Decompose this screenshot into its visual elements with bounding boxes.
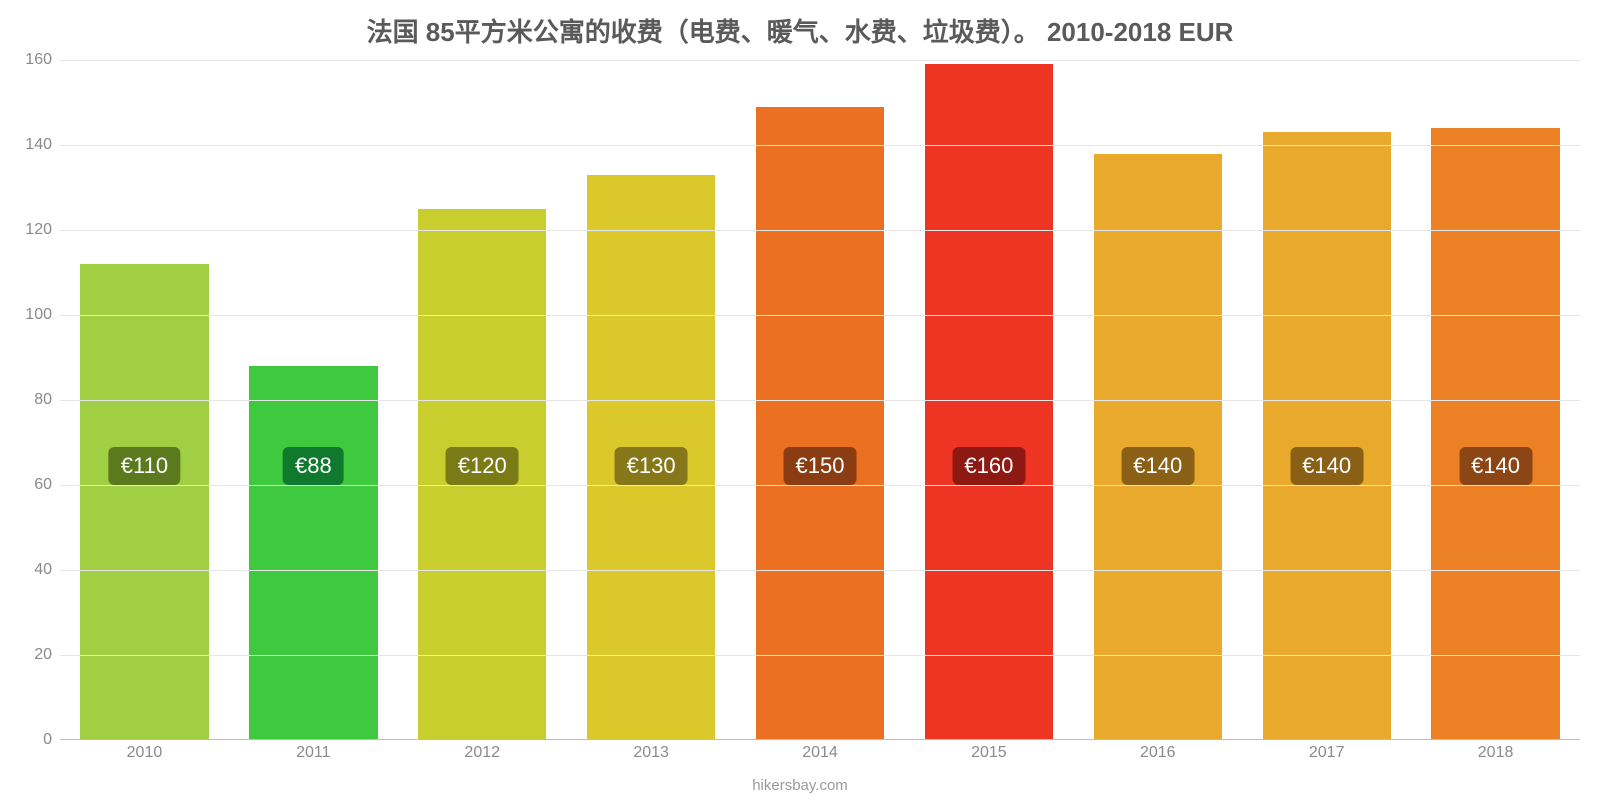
grid-line <box>60 145 1580 146</box>
bar: €110 <box>80 264 208 740</box>
y-tick-label: 0 <box>43 731 52 749</box>
y-tick-label: 120 <box>25 221 52 239</box>
bar-value-label: €150 <box>784 447 857 485</box>
bar-chart: 法国 85平方米公寓的收费（电费、暖气、水费、垃圾费）。 2010-2018 E… <box>0 0 1600 800</box>
x-tick-label: 2010 <box>60 744 229 762</box>
x-tick-label: 2018 <box>1411 744 1580 762</box>
y-tick-label: 80 <box>34 391 52 409</box>
grid-line <box>60 400 1580 401</box>
x-tick-label: 2011 <box>229 744 398 762</box>
bar: €150 <box>756 107 884 740</box>
y-tick-label: 140 <box>25 136 52 154</box>
bar-value-label: €130 <box>615 447 688 485</box>
grid-line <box>60 315 1580 316</box>
y-tick-label: 20 <box>34 646 52 664</box>
grid-line <box>60 60 1580 61</box>
grid-line <box>60 485 1580 486</box>
grid-line <box>60 230 1580 231</box>
y-tick-label: 40 <box>34 561 52 579</box>
x-axis-labels: 201020112012201320142015201620172018 <box>60 744 1580 762</box>
x-tick-label: 2015 <box>904 744 1073 762</box>
y-tick-label: 160 <box>25 51 52 69</box>
bar: €88 <box>249 366 377 740</box>
x-tick-label: 2016 <box>1073 744 1242 762</box>
bar-value-label: €88 <box>283 447 344 485</box>
bar-value-label: €110 <box>109 447 180 485</box>
bar-value-label: €140 <box>1459 447 1532 485</box>
x-axis-baseline <box>60 739 1580 740</box>
x-tick-label: 2014 <box>736 744 905 762</box>
grid-line <box>60 655 1580 656</box>
y-tick-label: 60 <box>34 476 52 494</box>
bar: €160 <box>925 64 1053 740</box>
plot-area: €110€88€120€130€150€160€140€140€140 0204… <box>60 60 1580 740</box>
bar-value-label: €140 <box>1290 447 1363 485</box>
y-tick-label: 100 <box>25 306 52 324</box>
x-tick-label: 2013 <box>567 744 736 762</box>
bar: €140 <box>1263 132 1391 740</box>
chart-source: hikersbay.com <box>0 777 1600 794</box>
grid-line <box>60 570 1580 571</box>
bar: €120 <box>418 209 546 740</box>
x-tick-label: 2017 <box>1242 744 1411 762</box>
bar-value-label: €140 <box>1121 447 1194 485</box>
bar: €140 <box>1431 128 1559 740</box>
chart-title: 法国 85平方米公寓的收费（电费、暖气、水费、垃圾费）。 2010-2018 E… <box>0 12 1600 49</box>
bar-value-label: €160 <box>952 447 1025 485</box>
bar: €140 <box>1094 154 1222 741</box>
bar-value-label: €120 <box>446 447 519 485</box>
x-tick-label: 2012 <box>398 744 567 762</box>
